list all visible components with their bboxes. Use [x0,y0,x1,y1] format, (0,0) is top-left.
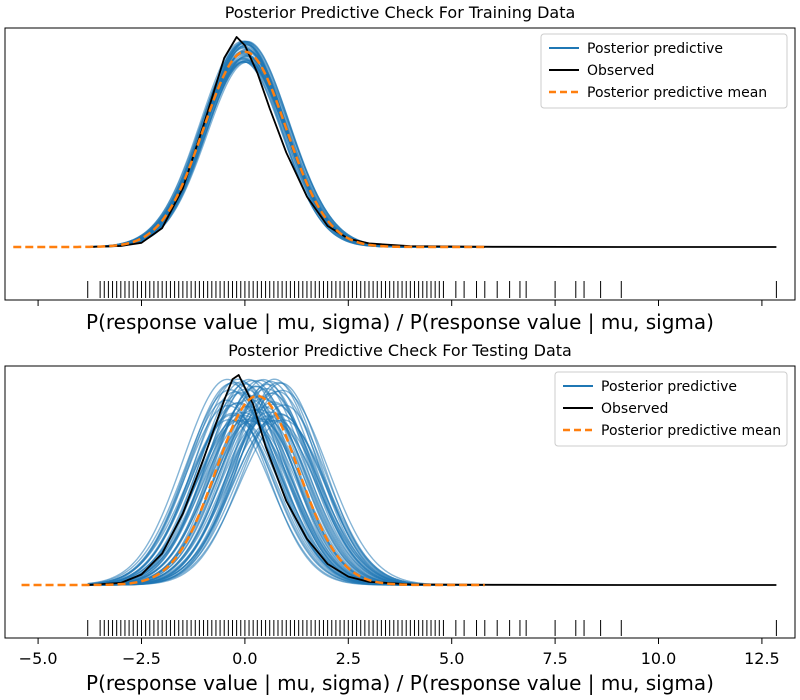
legend-label: Posterior predictive [601,379,737,395]
x-tick-label: −5.0 [19,649,58,668]
legend-box [554,371,788,447]
x-tick-label: 5.0 [439,649,464,668]
posterior-predictive-mean-line [13,50,485,249]
legend: Posterior predictive Observed Posterior pr… [540,33,788,109]
x-axis-label: P(response value | mu, sigma) / P(respon… [86,310,714,334]
x-axis-ticks: −5.0 −2.5 0.0 2.5 5.0 7.5 10.0 12.5 [19,638,780,668]
x-axis-label: P(response value | mu, sigma) / P(respon… [86,671,714,695]
chart-title: Posterior Predictive Check For Testing D… [228,341,572,360]
x-tick-label: 10.0 [641,649,677,668]
chart-title: Posterior Predictive Check For Training … [225,3,576,22]
legend-label: Posterior predictive mean [587,85,767,101]
legend-label: Observed [601,401,668,417]
posterior-predictive-mean-line [21,394,485,587]
observed-line [87,36,777,248]
legend-label: Observed [587,63,654,79]
legend: Posterior predictive Observed Posterior pr… [554,371,788,447]
rug-plot [87,281,777,298]
legend-box [540,33,788,109]
x-tick-label: 0.0 [232,649,257,668]
x-tick-label: −2.5 [122,649,161,668]
x-tick-label: 2.5 [336,649,361,668]
x-tick-label: 7.5 [542,649,567,668]
x-tick-label: 12.5 [744,649,780,668]
rug-plot [87,620,777,636]
legend-label: Posterior predictive [587,41,723,57]
testing-panel: Posterior Predictive Check For Testing D… [4,341,796,695]
x-axis-ticks [37,300,763,306]
lines-layer [13,36,777,249]
lines-layer [21,374,777,587]
training-panel: Posterior Predictive Check For Training … [4,3,796,334]
legend-label: Posterior predictive mean [601,423,781,439]
